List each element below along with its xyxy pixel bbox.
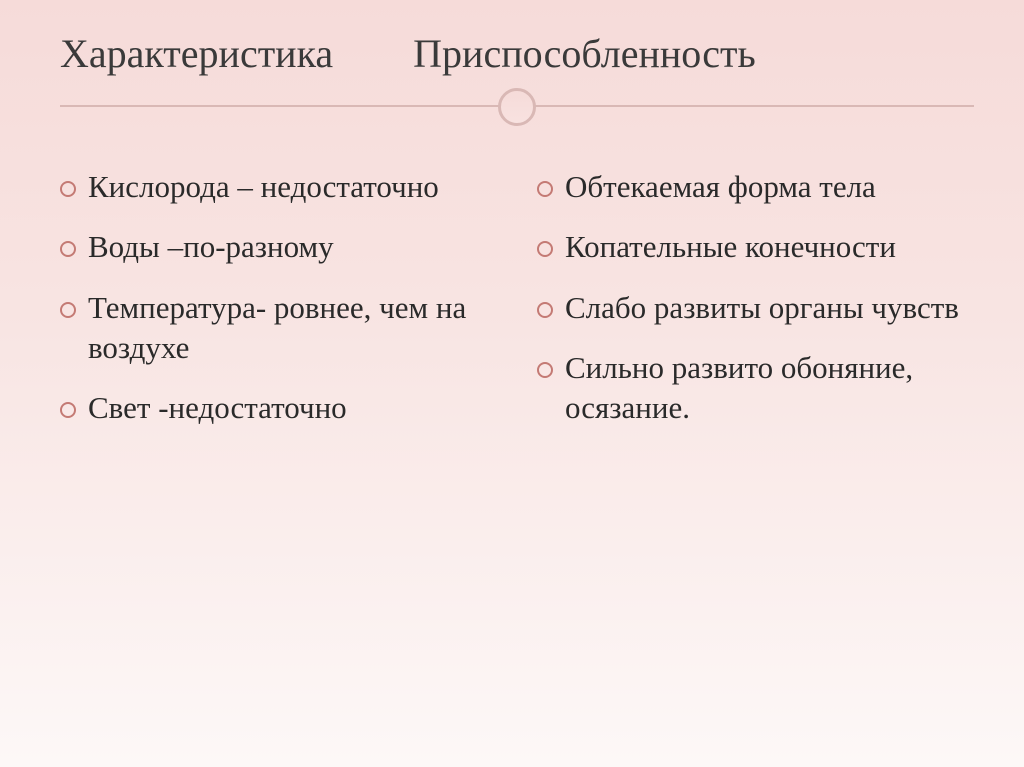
header-right: Приспособленность xyxy=(413,30,756,77)
header-left: Характеристика xyxy=(60,30,333,77)
list-item: Обтекаемая форма тела xyxy=(537,167,974,207)
list-item: Кислорода – недостаточно xyxy=(60,167,497,207)
column-right: Обтекаемая форма тела Копательные конечн… xyxy=(537,167,974,448)
divider xyxy=(60,87,974,127)
list-left: Кислорода – недостаточно Воды –по-разном… xyxy=(60,167,497,428)
list-item: Слабо развиты органы чувств xyxy=(537,288,974,328)
list-item: Сильно развито обоняние, осязание. xyxy=(537,348,974,429)
divider-circle-icon xyxy=(498,88,536,126)
column-left: Кислорода – недостаточно Воды –по-разном… xyxy=(60,167,497,448)
list-item: Воды –по-разному xyxy=(60,227,497,267)
list-right: Обтекаемая форма тела Копательные конечн… xyxy=(537,167,974,428)
list-item: Копательные конечности xyxy=(537,227,974,267)
columns: Кислорода – недостаточно Воды –по-разном… xyxy=(60,167,974,448)
list-item: Свет -недостаточно xyxy=(60,388,497,428)
header-row: Характеристика Приспособленность xyxy=(60,30,974,77)
slide: Характеристика Приспособленность Кислоро… xyxy=(0,0,1024,767)
list-item: Температура- ровнее, чем на воздухе xyxy=(60,288,497,369)
